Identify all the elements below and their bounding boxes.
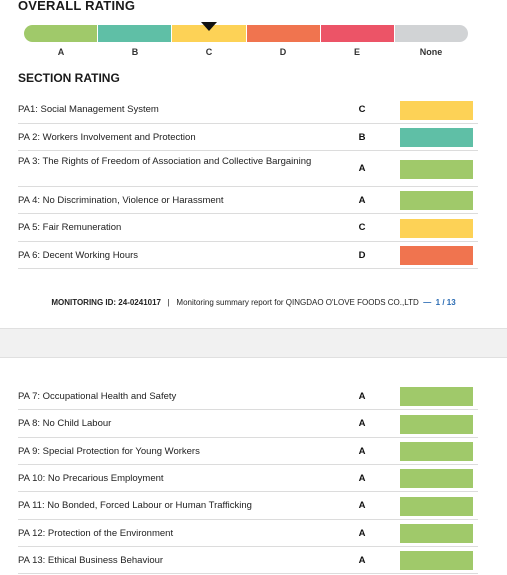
section-rating-label: PA1: Social Management System bbox=[18, 104, 159, 115]
section-rating-grade: A bbox=[358, 554, 366, 566]
section-rating-color-swatch bbox=[400, 100, 473, 120]
section-rating-row: PA 3: The Rights of Freedom of Associati… bbox=[18, 151, 478, 187]
rating-scale-labels: A B C D E None bbox=[24, 47, 468, 57]
section-rating-row: PA 5: Fair Remuneration C bbox=[18, 214, 478, 242]
section-rating-color-swatch bbox=[400, 246, 473, 265]
rating-segment-e bbox=[320, 25, 395, 42]
section-rating-row: PA 11: No Bonded, Forced Labour or Human… bbox=[18, 492, 478, 520]
section-rating-grade: A bbox=[358, 445, 366, 457]
overall-rating-heading: OVERALL RATING bbox=[18, 0, 136, 13]
section-rating-color-swatch bbox=[400, 191, 473, 210]
section-rating-row: PA 8: No Child Labour A bbox=[18, 410, 478, 438]
rating-segment-d bbox=[246, 25, 321, 42]
report-page-1: OVERALL RATING A B C D E None SECTION RATING … bbox=[0, 0, 507, 307]
section-rating-color-swatch bbox=[400, 414, 473, 434]
section-rating-grade: A bbox=[358, 418, 366, 429]
section-rating-color-swatch bbox=[400, 551, 473, 570]
report-page-2: PA 7: Occupational Health and Safety A PA … bbox=[0, 358, 507, 575]
section-rating-row: PA 4: No Discrimination, Violence or Har… bbox=[18, 187, 478, 214]
section-rating-color-swatch bbox=[400, 496, 473, 516]
section-rating-color-swatch bbox=[400, 524, 473, 543]
rating-label-b: B bbox=[131, 47, 139, 57]
section-rating-grade: C bbox=[358, 222, 366, 233]
page-number: 1 / 13 bbox=[435, 298, 456, 307]
rating-segment-b bbox=[98, 25, 173, 42]
section-rating-label: PA 5: Fair Remuneration bbox=[18, 222, 122, 233]
section-rating-label: PA 2: Workers Involvement and Protection bbox=[18, 131, 196, 143]
rating-segment-a bbox=[24, 25, 99, 42]
section-rating-label: PA 3: The Rights of Freedom of Associati… bbox=[18, 156, 312, 167]
section-rating-row: PA1: Social Management System C bbox=[18, 96, 478, 124]
section-rating-label: PA 6: Decent Working Hours bbox=[18, 249, 139, 261]
rating-label-e: E bbox=[353, 47, 360, 57]
overall-rating-scale bbox=[24, 25, 468, 42]
section-rating-grade: C bbox=[358, 104, 366, 115]
section-rating-row: PA 7: Occupational Health and Safety A bbox=[18, 383, 478, 410]
selected-rating-marker-icon bbox=[201, 22, 217, 31]
section-rating-label: PA 7: Occupational Health and Safety bbox=[18, 390, 177, 402]
section-rating-label: PA 13: Ethical Business Behaviour bbox=[18, 554, 164, 566]
section-rating-grade: A bbox=[358, 390, 366, 402]
section-rating-color-swatch bbox=[400, 218, 473, 238]
section-rating-color-swatch bbox=[400, 442, 473, 461]
rating-label-d: D bbox=[279, 47, 287, 57]
page-break bbox=[0, 328, 507, 358]
section-rating-label: PA 9: Special Protection for Young Worke… bbox=[18, 445, 200, 457]
section-rating-row: PA 13: Ethical Business Behaviour A bbox=[18, 547, 478, 574]
section-rating-label: PA 11: No Bonded, Forced Labour or Human… bbox=[18, 500, 252, 511]
section-rating-heading: SECTION RATING bbox=[18, 71, 120, 85]
section-rating-color-swatch bbox=[400, 387, 473, 406]
section-rating-row: PA 10: No Precarious Employment A bbox=[18, 465, 478, 492]
rating-segment-none bbox=[394, 25, 468, 42]
section-rating-label: PA 8: No Child Labour bbox=[18, 418, 112, 429]
monitoring-id: MONITORING ID: 24-0241017 bbox=[51, 298, 161, 307]
section-rating-color-swatch bbox=[400, 469, 473, 488]
section-rating-grade: A bbox=[358, 472, 366, 484]
section-rating-grade: A bbox=[358, 194, 366, 206]
section-rating-label: PA 4: No Discrimination, Violence or Har… bbox=[18, 194, 224, 206]
section-rating-list-2: PA 7: Occupational Health and Safety A PA … bbox=[18, 383, 478, 574]
section-rating-row: PA 9: Special Protection for Young Worke… bbox=[18, 438, 478, 465]
section-rating-grade: A bbox=[358, 527, 366, 539]
rating-label-c: C bbox=[205, 47, 213, 57]
section-rating-row: PA 6: Decent Working Hours D bbox=[18, 242, 478, 269]
page-footer: MONITORING ID: 24-0241017 | Monitoring s… bbox=[0, 298, 507, 307]
footer-dash: — bbox=[423, 298, 432, 307]
report-title: Monitoring summary report for QINGDAO O'… bbox=[176, 298, 419, 307]
rating-label-none: None bbox=[419, 47, 443, 57]
section-rating-color-swatch bbox=[400, 128, 473, 147]
section-rating-label: PA 12: Protection of the Environment bbox=[18, 527, 174, 539]
section-rating-grade: B bbox=[358, 131, 366, 143]
footer-separator: | bbox=[167, 298, 170, 307]
rating-segment-c bbox=[172, 25, 247, 42]
section-rating-grade: A bbox=[358, 163, 366, 174]
rating-label-a: A bbox=[57, 47, 65, 57]
section-rating-label: PA 10: No Precarious Employment bbox=[18, 472, 164, 484]
section-rating-row: PA 2: Workers Involvement and Protection… bbox=[18, 124, 478, 151]
section-rating-color-swatch bbox=[400, 159, 473, 179]
section-rating-list-1: PA1: Social Management System C PA 2: Work… bbox=[18, 96, 478, 269]
section-rating-row: PA 12: Protection of the Environment A bbox=[18, 520, 478, 547]
section-rating-grade: A bbox=[358, 500, 366, 511]
section-rating-grade: D bbox=[358, 249, 366, 261]
